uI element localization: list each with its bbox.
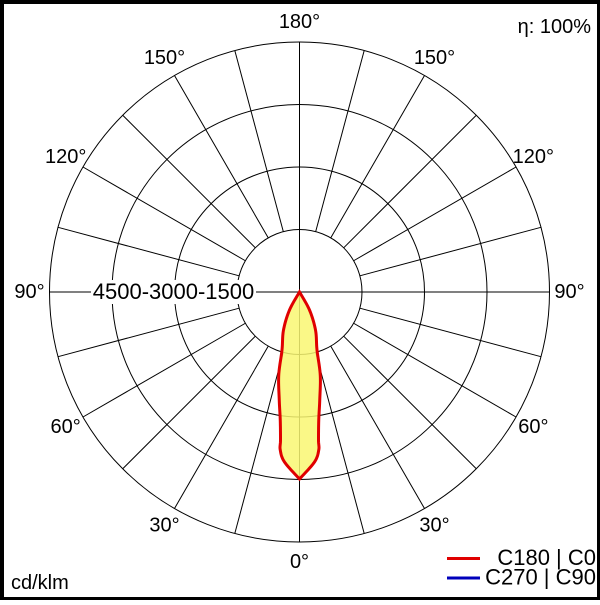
svg-text:150°: 150° (144, 47, 185, 69)
svg-text:90°: 90° (554, 281, 584, 303)
svg-text:C270 | C90: C270 | C90 (485, 564, 596, 589)
svg-text:180°: 180° (279, 11, 320, 33)
svg-text:60°: 60° (51, 416, 81, 438)
svg-text:0°: 0° (290, 551, 309, 573)
svg-text:60°: 60° (518, 416, 548, 438)
svg-text:120°: 120° (513, 146, 554, 168)
svg-text:30°: 30° (149, 515, 179, 537)
svg-text:150°: 150° (414, 47, 455, 69)
svg-text:120°: 120° (45, 146, 86, 168)
svg-text:cd/klm: cd/klm (11, 572, 69, 594)
svg-text:4500-3000-1500: 4500-3000-1500 (93, 279, 254, 304)
svg-text:30°: 30° (419, 515, 449, 537)
svg-text:90°: 90° (14, 281, 44, 303)
svg-text:η: 100%: η: 100% (518, 16, 592, 38)
